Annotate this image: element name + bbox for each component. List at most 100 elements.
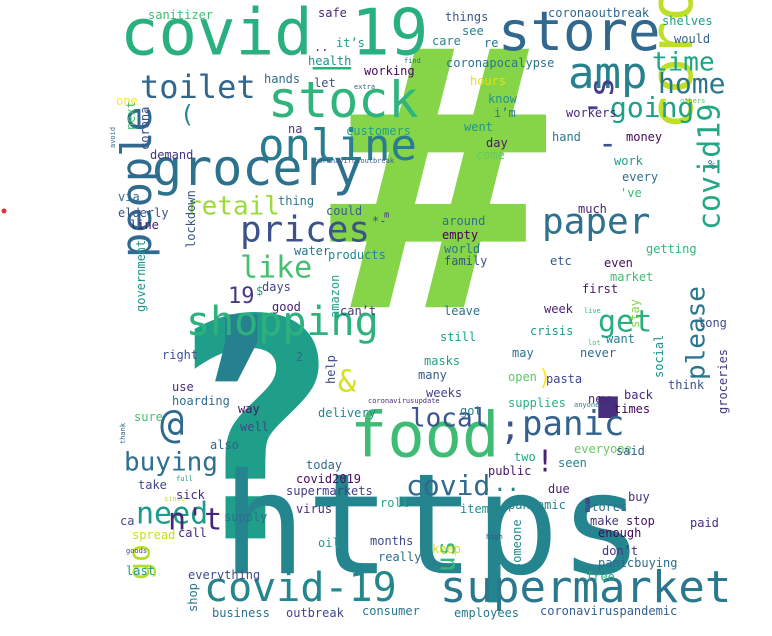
word-49: sanitizer [148,8,213,22]
word-110: days [262,280,291,294]
word-177: call [178,526,207,540]
word-65: extra [354,83,375,91]
word-7: store [498,0,661,63]
word-4: , [178,157,304,402]
word-113: can’t [340,304,376,318]
word-24: time [652,47,715,77]
word-143: way [238,402,260,416]
word-189: free [586,570,615,584]
word-35: @ [160,401,184,447]
word-27: like [240,251,312,286]
word-72: others [680,97,705,105]
word-3: https [222,444,643,607]
word-30: buying [124,447,218,477]
word-51: things [445,10,488,24]
word-119: lot [588,339,601,347]
word-59: it’s [336,36,365,50]
word-91: elderly [118,206,169,220]
word-68: know [488,92,518,106]
word-98: empty [442,228,478,242]
word-125: 2 [296,350,303,364]
word-116: stay [628,299,642,328]
word-194: employees [454,606,519,620]
word-80: money [626,130,662,144]
word-79: hand [552,130,581,144]
word-45: ( [180,101,194,129]
word-21: covid19 [693,104,728,230]
word-101: getting [646,242,697,256]
word-137: weeks [426,386,462,400]
word-22: toilet [140,68,256,106]
word-66: find [404,57,421,65]
word-164: buy [628,490,650,504]
word-131: use [172,380,194,394]
word-117: live [584,307,601,315]
word-19: paper [542,202,650,243]
word-157: covid2019 [296,472,361,486]
word-23: home [658,67,725,100]
word-73: one [116,94,138,108]
word-96: line [130,218,159,232]
word-52: coronaoutbreak [548,6,650,20]
word-127: masks [424,354,460,368]
word-67: hours [470,74,506,88]
word-28: get [598,305,652,340]
word-97: around [442,214,485,228]
word-108: market [610,270,653,284]
red-marker-dot [1,208,7,214]
word-41: ' [572,489,603,549]
word-146: got [460,404,482,418]
word-104: water [294,244,330,258]
word-121: still [440,330,476,344]
word-163: roll [380,496,409,510]
word-44: ... [480,472,520,497]
word-29: need [136,497,208,532]
word-140: anyone [574,401,599,409]
word-82: coronavirusoutbreak [314,157,395,165]
word-62: working [364,64,415,78]
word-61: coronapocalypse [446,56,554,70]
word-90: thing [278,194,314,208]
word-181: don’t [602,544,638,558]
word-159: full [176,475,193,483]
word-175: enough [598,526,641,540]
word-190: shop [186,583,200,612]
word-153: two [514,450,536,464]
word-129: never [580,346,616,360]
word-8: coronavirus [637,0,707,130]
word-176: spread [132,528,175,542]
word-133: pasta [546,372,582,386]
word-144: sure [134,410,163,424]
word-50: safe [318,6,347,20]
word-13: amp [568,48,647,99]
word-114: leave [444,304,480,318]
word-130: groceries [716,349,730,414]
word-136: hoarding [172,394,230,408]
word-17: covid-19 [204,565,397,611]
word-141: new [588,392,610,406]
word-64: hands [264,72,300,86]
word-161: due [548,482,570,496]
word-145: delivery [318,406,376,420]
word-33: n't [168,503,222,538]
word-195: coronaviruspandemic [540,604,677,618]
word-180: someone [510,519,524,570]
word-6: covid_19 [120,0,428,70]
word-16: supermarket [440,562,731,613]
word-151: everyone [574,442,632,456]
word-87: every [622,170,658,184]
word-171: paid [690,516,719,530]
word-93: *- [372,214,386,228]
word-172: ca [120,514,134,528]
word-99: world [444,242,480,256]
word-15: shopping [186,299,379,345]
word-20: panic [522,404,624,444]
word-74: next [124,101,138,130]
word-120: want [606,332,635,346]
word-92: could [326,204,362,218]
word-56: care [432,34,461,48]
word-192: outbreak [286,606,345,620]
word-83: day [486,136,508,150]
word-42: ; [500,408,520,448]
word-14: people [112,106,161,258]
